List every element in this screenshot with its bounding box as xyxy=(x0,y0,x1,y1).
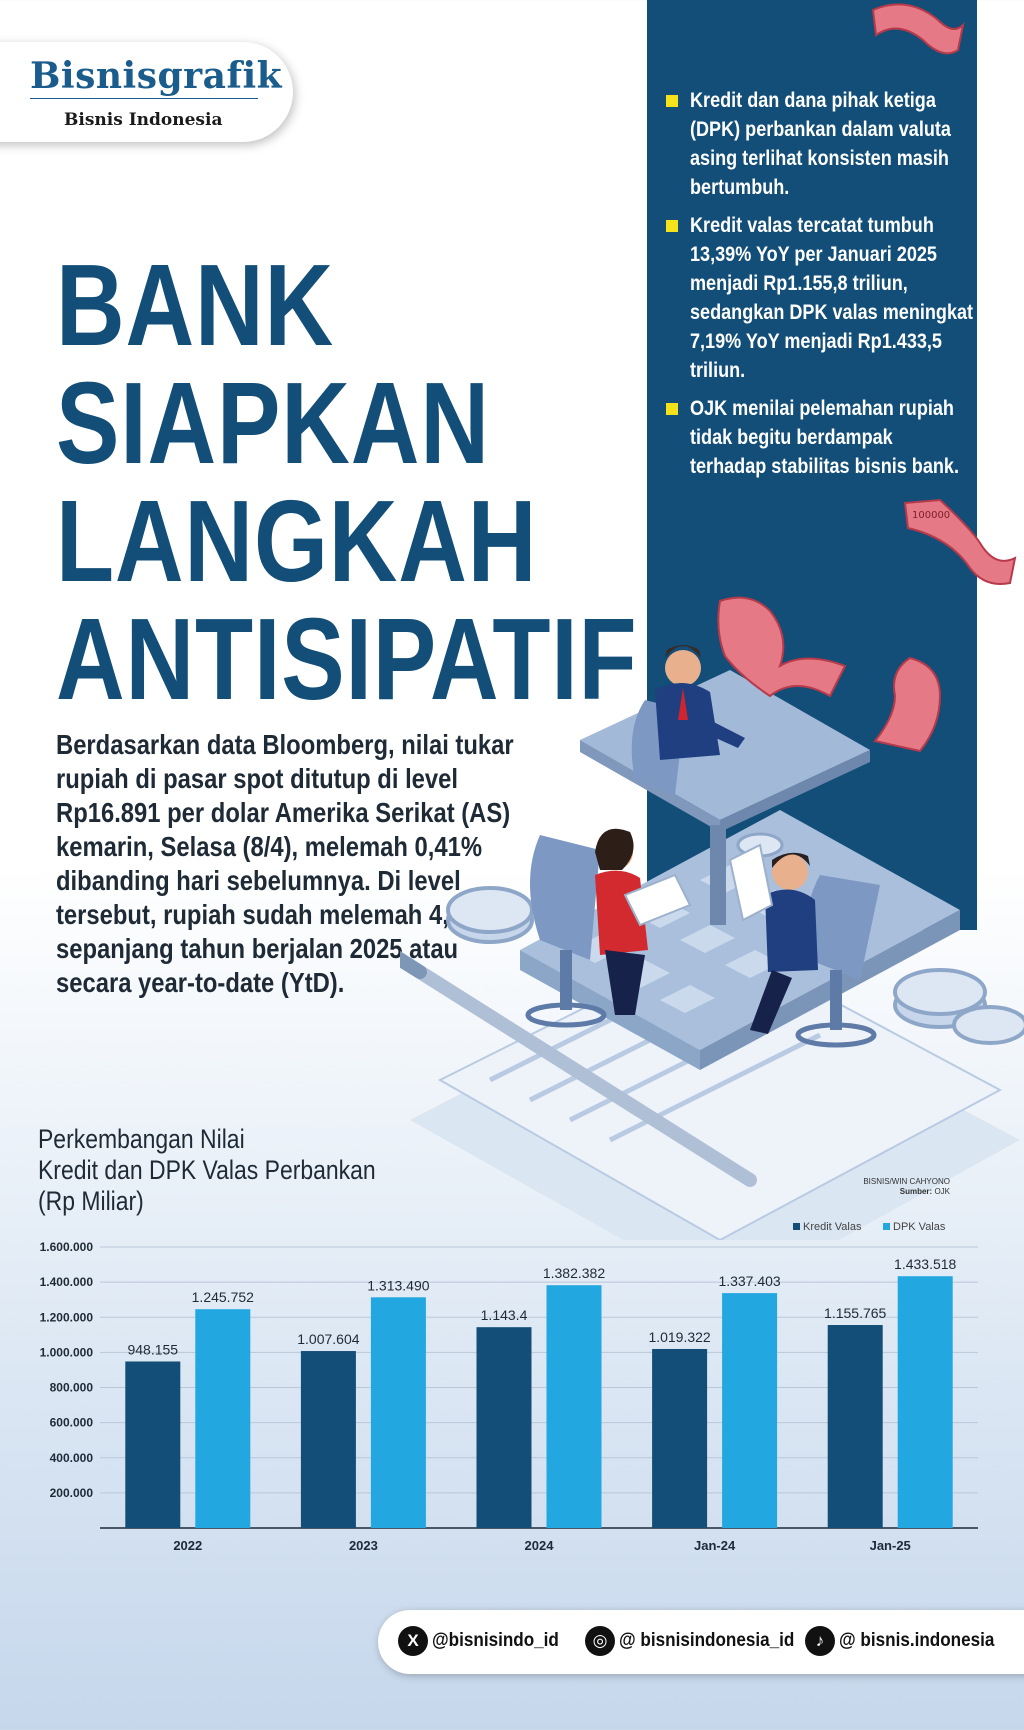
chart-credit: BISNIS/WIN CAHYONO Sumber: OJK xyxy=(820,1177,950,1197)
bullet-square-icon xyxy=(666,403,678,415)
y-tick-label: 400.000 xyxy=(50,1451,94,1465)
social-handle: @bisnisindo_id xyxy=(432,1630,559,1651)
social-x[interactable]: X @bisnisindo_id xyxy=(398,1626,573,1656)
bullet-square-icon xyxy=(666,95,678,107)
bar-dpk-valas xyxy=(897,1276,953,1528)
source-line: Sumber: OJK xyxy=(820,1187,950,1197)
chart-title-line: (Rp Miliar) xyxy=(38,1186,144,1216)
legend-swatch xyxy=(793,1223,800,1230)
data-label: 1.313.490 xyxy=(367,1277,429,1293)
banknote-illustration xyxy=(717,596,847,698)
social-instagram[interactable]: ◎ @ bisnisindonesia_id xyxy=(585,1626,814,1656)
headline: BANK SIAPKAN LANGKAH ANTISIPATIF xyxy=(56,246,765,718)
chart-title-line: Perkembangan Nilai xyxy=(38,1124,245,1154)
bar-kredit-valas xyxy=(827,1325,883,1528)
source-value: OJK xyxy=(934,1187,950,1196)
y-tick-label: 1.600.000 xyxy=(40,1240,94,1254)
social-bar xyxy=(378,1610,1024,1674)
bullet-text: OJK menilai pelemahan rupiah tidak begit… xyxy=(690,397,959,478)
brand-publisher: Bisnis Indonesia xyxy=(64,110,223,130)
social-handle: @ bisnisindonesia_id xyxy=(619,1630,795,1651)
data-label: 1.245.752 xyxy=(192,1289,254,1305)
social-handle: @ bisnis.indonesia xyxy=(839,1630,995,1651)
headline-line: SIAPKAN xyxy=(56,358,490,488)
bullet-item: Kredit dan dana pihak ketiga (DPK) perba… xyxy=(666,86,966,202)
legend-swatch xyxy=(883,1223,890,1230)
bar-kredit-valas xyxy=(476,1327,532,1528)
summary-bullets: Kredit dan dana pihak ketiga (DPK) perba… xyxy=(666,86,973,490)
bar-dpk-valas xyxy=(195,1309,251,1528)
bar-chart: 200.000 400.000 600.000 800.000 1.000.000 1.2… xyxy=(40,1221,978,1553)
bullet-text: Kredit dan dana pihak ketiga (DPK) perba… xyxy=(690,89,951,199)
legend-label: DPK Valas xyxy=(893,1221,946,1233)
bar-dpk-valas xyxy=(370,1297,426,1528)
meeting-illustration xyxy=(400,645,1024,1240)
bar-kredit-valas xyxy=(652,1348,708,1528)
y-tick-label: 600.000 xyxy=(50,1416,94,1430)
bar-kredit-valas xyxy=(300,1351,356,1528)
byline: BISNIS/WIN CAHYONO xyxy=(863,1177,950,1186)
bar-dpk-valas xyxy=(546,1285,602,1528)
bullet-item: OJK menilai pelemahan rupiah tidak begit… xyxy=(666,394,966,481)
banknote-illustration: 100000 xyxy=(903,498,1017,585)
data-label: 1.019.322 xyxy=(648,1329,710,1345)
x-tick-label: 2022 xyxy=(173,1538,202,1553)
lead-paragraph: Berdasarkan data Bloomberg, nilai tukar … xyxy=(56,729,514,998)
legend-label: Kredit Valas xyxy=(803,1221,862,1233)
y-tick-label: 1.000.000 xyxy=(40,1345,94,1359)
y-tick-label: 800.000 xyxy=(50,1381,94,1395)
data-label: 1.007.604 xyxy=(297,1331,359,1347)
x-tick-label: 2024 xyxy=(525,1538,555,1553)
bullet-item: Kredit valas tercatat tumbuh 13,39% YoY … xyxy=(666,211,973,385)
brand-logo: Bisnisgrafik xyxy=(30,55,283,99)
data-label: 948.155 xyxy=(127,1341,178,1357)
tiktok-icon: ♪ xyxy=(805,1626,835,1656)
source-label: Sumber: xyxy=(899,1187,933,1196)
svg-text:100000: 100000 xyxy=(912,510,950,521)
banknote-illustration xyxy=(873,656,942,753)
x-icon: X xyxy=(398,1626,428,1656)
x-tick-label: 2023 xyxy=(349,1538,378,1553)
bullet-text: Kredit valas tercatat tumbuh 13,39% YoY … xyxy=(690,214,974,382)
instagram-icon: ◎ xyxy=(585,1626,615,1656)
data-label: 1.143.4 xyxy=(481,1307,528,1323)
headline-line: ANTISIPATIF xyxy=(56,594,638,724)
logo-badge xyxy=(0,42,293,142)
banknote-illustration xyxy=(871,3,965,55)
y-tick-label: 200.000 xyxy=(50,1486,94,1500)
data-label: 1.433.518 xyxy=(894,1256,956,1272)
data-label: 1.337.403 xyxy=(718,1273,780,1289)
headline-line: BANK xyxy=(56,240,335,370)
bullet-square-icon xyxy=(666,220,678,232)
x-tick-label: Jan-25 xyxy=(870,1538,911,1553)
y-tick-label: 1.200.000 xyxy=(40,1310,94,1324)
x-tick-label: Jan-24 xyxy=(694,1538,736,1553)
y-tick-label: 1.400.000 xyxy=(40,1275,94,1289)
headline-line: LANGKAH xyxy=(56,476,538,606)
data-label: 1.382.382 xyxy=(543,1265,605,1281)
chart-title-line: Kredit dan DPK Valas Perbankan xyxy=(38,1155,376,1185)
social-tiktok[interactable]: ♪ @ bisnis.indonesia xyxy=(805,1626,1012,1656)
bar-kredit-valas xyxy=(125,1361,181,1528)
bar-dpk-valas xyxy=(722,1293,778,1528)
data-label: 1.155.765 xyxy=(824,1305,886,1321)
chart-title: Perkembangan Nilai Kredit dan DPK Valas … xyxy=(38,1124,376,1217)
